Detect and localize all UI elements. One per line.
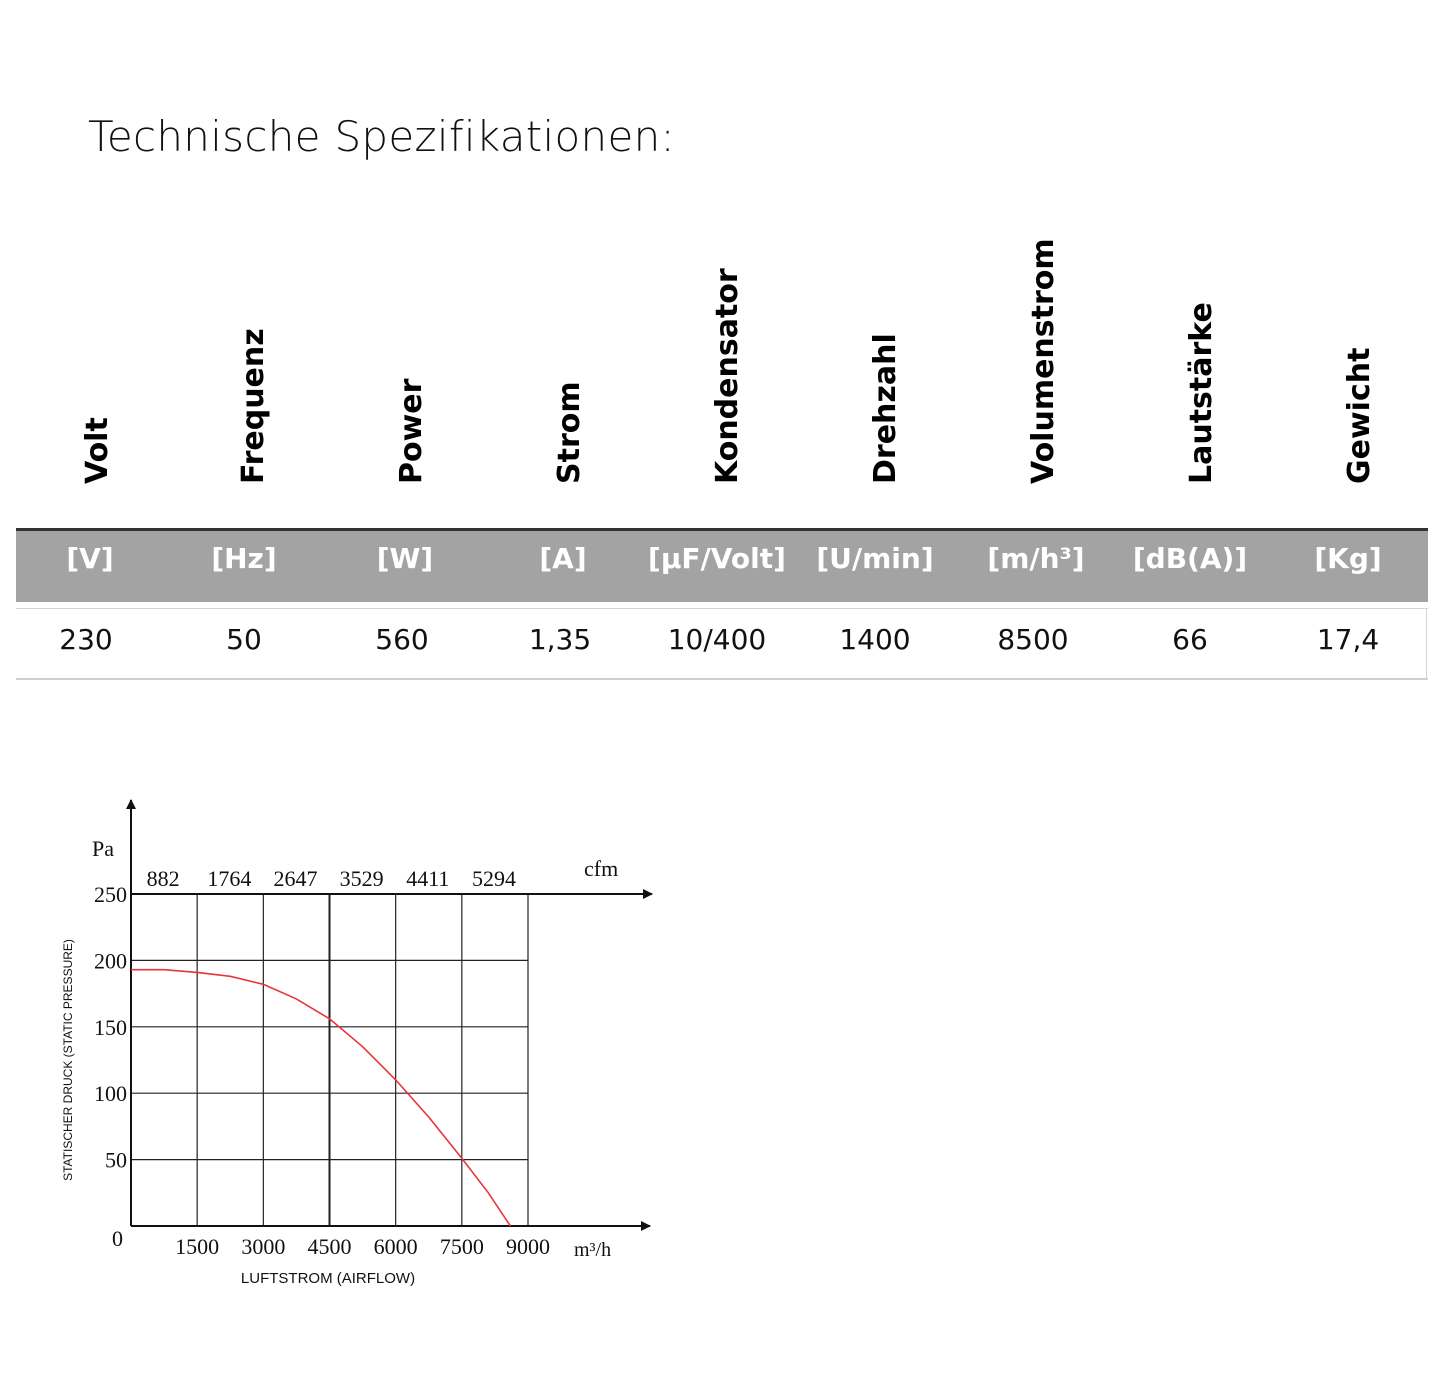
unit-drehzahl: [U/min] bbox=[816, 542, 934, 575]
unit-gewicht: [Kg] bbox=[1314, 542, 1382, 575]
unit-frequenz: [Hz] bbox=[211, 542, 277, 575]
y-axis-title: STATISCHER DRUCK (STATIC PRESSURE) bbox=[61, 939, 75, 1181]
x2-tick-label: 882 bbox=[147, 866, 180, 891]
unit-volt: [V] bbox=[66, 542, 114, 575]
table-top-rule bbox=[16, 528, 1428, 531]
table-right-edge bbox=[1426, 608, 1427, 680]
header-frequenz: Frequenz bbox=[236, 328, 271, 484]
x-tick-label: 4500 bbox=[308, 1234, 352, 1259]
page-title: Technische Spezifikationen: bbox=[88, 112, 675, 161]
y-tick-label: 250 bbox=[94, 882, 127, 907]
row-divider bbox=[16, 608, 1428, 609]
x-tick-label: 9000 bbox=[506, 1234, 550, 1259]
x-tick-label: 6000 bbox=[374, 1234, 418, 1259]
x-tick-label: 3000 bbox=[241, 1234, 285, 1259]
x-axis-title: LUFTSTROM (AIRFLOW) bbox=[241, 1270, 415, 1287]
header-power: Power bbox=[394, 378, 429, 484]
value-lautstaerke: 66 bbox=[1172, 623, 1208, 656]
x2-unit-label: cfm bbox=[584, 856, 618, 881]
x2-tick-label: 1764 bbox=[207, 866, 251, 891]
unit-strom: [A] bbox=[539, 542, 587, 575]
x2-tick-label: 5294 bbox=[472, 866, 516, 891]
header-gewicht: Gewicht bbox=[1342, 347, 1377, 484]
header-strom: Strom bbox=[552, 381, 587, 484]
chart-axes bbox=[126, 799, 653, 1231]
x2-tick-label: 3529 bbox=[340, 866, 384, 891]
value-strom: 1,35 bbox=[528, 623, 592, 656]
x-tick-label: 7500 bbox=[440, 1234, 484, 1259]
header-kondensator: Kondensator bbox=[710, 268, 745, 484]
value-gewicht: 17,4 bbox=[1316, 623, 1380, 656]
unit-row bbox=[16, 531, 1428, 602]
value-drehzahl: 1400 bbox=[839, 623, 911, 656]
header-volt: Volt bbox=[80, 417, 115, 484]
x-unit-label: m³/h bbox=[574, 1239, 611, 1261]
value-volt: 230 bbox=[59, 623, 113, 656]
chart-line-layer bbox=[131, 968, 512, 1227]
x2-tick-label: 4411 bbox=[406, 866, 449, 891]
y-tick-label: 50 bbox=[105, 1148, 127, 1173]
x-tick-label: 1500 bbox=[175, 1234, 219, 1259]
header-drehzahl: Drehzahl bbox=[868, 333, 903, 484]
y-tick-label: 100 bbox=[94, 1081, 127, 1106]
value-kondensator: 10/400 bbox=[667, 623, 767, 656]
chart-grid bbox=[131, 894, 529, 1226]
header-lautstaerke: Lautstärke bbox=[1184, 302, 1219, 484]
unit-volumenstrom: [m/h³] bbox=[987, 542, 1085, 575]
value-volumenstrom: 8500 bbox=[997, 623, 1069, 656]
y-unit-label: Pa bbox=[92, 836, 114, 861]
y-tick-label: 150 bbox=[94, 1015, 127, 1040]
unit-lautstaerke: [dB(A)] bbox=[1132, 542, 1248, 575]
value-power: 560 bbox=[375, 623, 429, 656]
header-volumenstrom: Volumenstrom bbox=[1026, 238, 1061, 484]
unit-power: [W] bbox=[376, 542, 434, 575]
table-bottom-rule bbox=[16, 678, 1428, 680]
x2-tick-label: 2647 bbox=[274, 866, 318, 891]
pressure-curve bbox=[131, 968, 512, 1227]
unit-kondensator: [µF/Volt] bbox=[648, 542, 786, 575]
origin-label: 0 bbox=[112, 1226, 123, 1251]
y-tick-label: 200 bbox=[94, 948, 127, 973]
value-frequenz: 50 bbox=[226, 623, 262, 656]
